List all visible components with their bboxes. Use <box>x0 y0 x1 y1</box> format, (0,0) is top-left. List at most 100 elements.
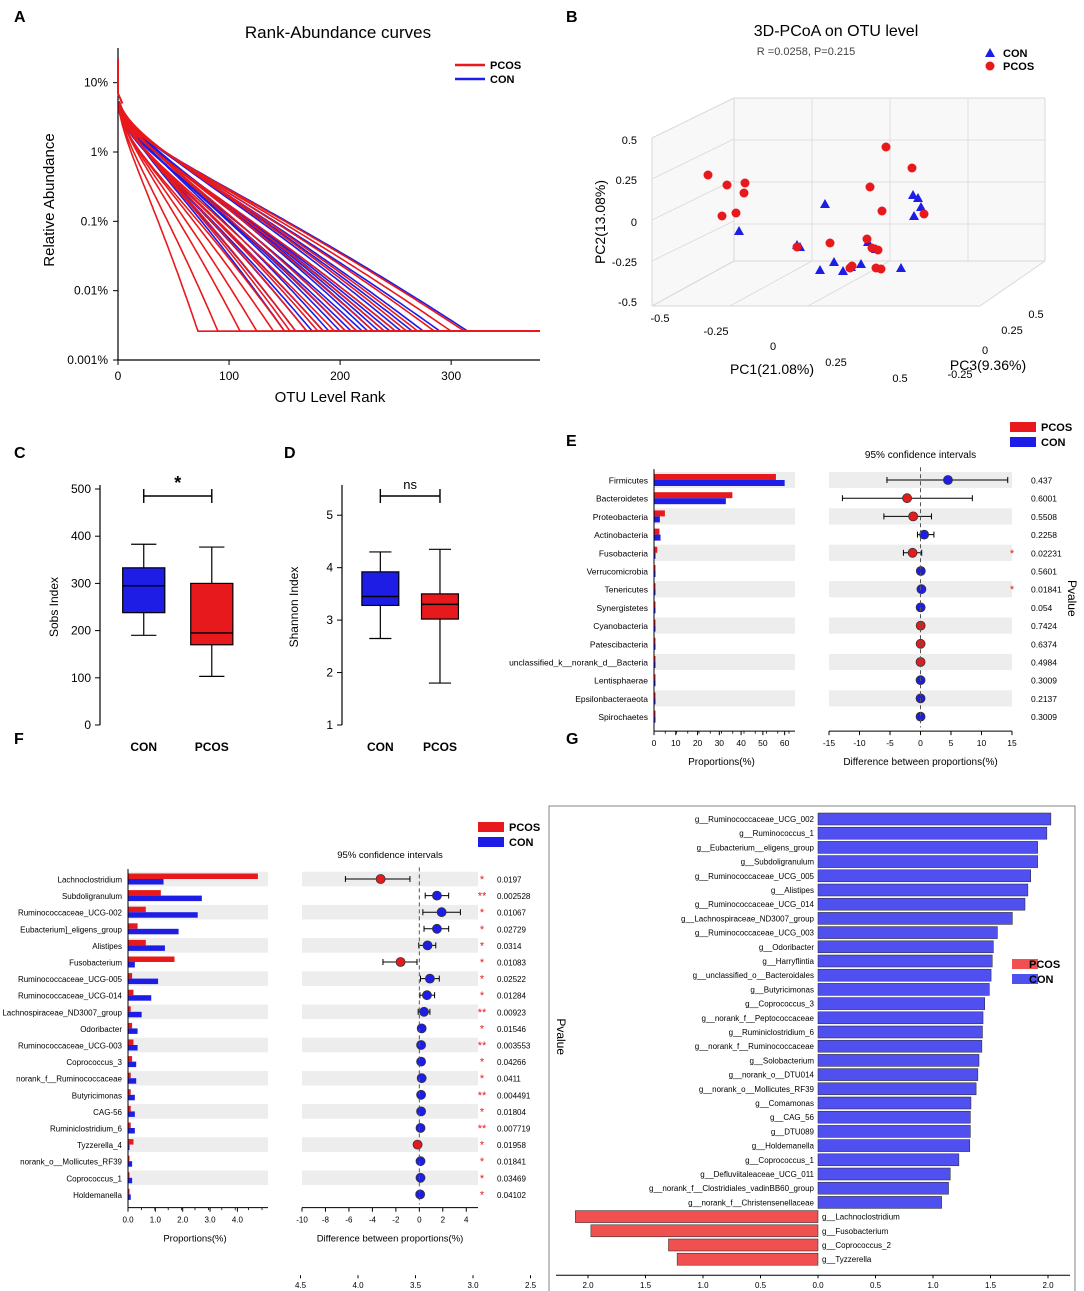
panel-a-curve-head <box>117 58 124 104</box>
panel-f-diff-dot <box>412 1139 423 1150</box>
panel-b-y-label: PC2(13.08%) <box>592 180 608 264</box>
panel-g-legend-label-pcos: PCOS <box>1029 959 1060 971</box>
panel-b-grid-line <box>729 260 813 307</box>
panel-f-prop-tick-label: 4.0 <box>232 1216 244 1225</box>
panel-f-prop-tick-label: 1.0 <box>150 1216 162 1225</box>
panel-b-point-con <box>829 257 839 266</box>
panel-f-bar-con <box>128 879 164 885</box>
panel-g-x-tick-label: 3.5 <box>410 1281 422 1290</box>
panel-f-prop-label: Proportions(%) <box>163 1234 226 1245</box>
panel-letter-f: F <box>14 731 24 748</box>
panel-a-x-tick-label: 300 <box>441 369 461 383</box>
panel-e-diff-tick-label: -10 <box>853 738 866 748</box>
panel-b-point-con <box>913 193 923 202</box>
panel-f-significance-star: * <box>480 940 485 952</box>
panel-f-pvalue: 0.04102 <box>497 1191 526 1200</box>
panel-f-ci-title: 95% confidence intervals <box>337 850 443 861</box>
panel-f-pvalue: 0.01958 <box>497 1141 526 1150</box>
panel-f-significance-star: * <box>480 1156 485 1168</box>
panel-b-grid-edge <box>651 97 735 139</box>
panel-f-significance-star: ** <box>478 1123 487 1135</box>
panel-f-pvalue: 0.01804 <box>497 1108 526 1117</box>
panel-c-y-tick-label: 500 <box>71 482 91 496</box>
panel-f-row-stripe <box>128 1004 268 1020</box>
panel-e-diff-tick-label: 0 <box>918 738 923 748</box>
panel-f-diff-dot <box>416 1089 426 1100</box>
panel-a-y-tick-label: 0.1% <box>81 214 109 228</box>
panel-f-significance-star: * <box>480 974 485 986</box>
panel-a-con-curve <box>118 105 540 333</box>
panel-a-pcos-curve <box>118 110 540 333</box>
panel-f-diff-dot <box>416 1040 426 1050</box>
panel-f-bar-con <box>128 1128 135 1134</box>
panel-e-category-label: unclassified_k__norank_d__Bacteria <box>509 658 648 668</box>
panel-g-bar-pcos <box>575 1210 819 1223</box>
panel-a-pcos-curve <box>118 105 540 333</box>
panel-e-pvalue: 0.6374 <box>1031 639 1057 649</box>
panel-f-diff-tick-label: -6 <box>345 1216 353 1225</box>
panel-g-bar-pcos <box>668 1238 819 1252</box>
panel-g-bar-con <box>817 1167 951 1181</box>
panel-a-y-tick-label: 0.001% <box>67 353 108 367</box>
panel-f-bar-pcos <box>128 973 133 979</box>
panel-d-box-con <box>361 571 400 607</box>
panel-g-bar-con <box>817 1153 960 1167</box>
panel-e-legend-label-pcos: PCOS <box>1041 422 1072 434</box>
panel-e-diff-tick-label: 5 <box>949 738 954 748</box>
panel-g-x-tick-label: 2.0 <box>1042 1281 1054 1290</box>
panel-f-pvalue: 0.01067 <box>497 909 526 918</box>
panel-b-point-con <box>909 211 919 220</box>
panel-f-diff-dot <box>415 1172 426 1183</box>
panel-g-label-con: g__norank_o__DTU014 <box>729 1071 815 1080</box>
panel-d-significance: ns <box>403 477 417 492</box>
panel-a-con-curve <box>118 109 540 333</box>
panel-f-diff-label: Difference between proportions(%) <box>317 1234 464 1245</box>
panel-e-bar-pcos <box>654 656 656 662</box>
panel-f-pvalue: 0.007719 <box>497 1125 531 1134</box>
panel-g-legend-swatch-pcos <box>1012 959 1038 969</box>
panel-e-significance-star: * <box>1010 584 1015 596</box>
panel-e-pvalue: 0.5508 <box>1031 512 1057 522</box>
panel-e-ci-title: 95% confidence intervals <box>865 450 976 461</box>
panel-f-category-label: Eubacterium]_eligens_group <box>20 925 122 934</box>
panel-e-bar-pcos <box>654 474 776 480</box>
panel-c-y-tick-label: 300 <box>71 576 91 590</box>
panel-f-pvalue: 0.04266 <box>497 1058 526 1067</box>
panel-e-pvalue: 0.4984 <box>1031 658 1057 668</box>
panel-f-bar-con <box>128 1028 138 1034</box>
panel-f-diff-tick-label: 2 <box>441 1216 446 1225</box>
panel-b-pc3-tick-label: 0.25 <box>1001 325 1022 337</box>
panel-f-diff-tick-label: -8 <box>322 1216 330 1225</box>
panel-a-con-curve <box>118 105 540 333</box>
panel-a-y-tick-label: 0.01% <box>74 284 108 298</box>
panel-e-category-label: Patescibacteria <box>590 639 648 649</box>
panel-f-bar-pcos <box>128 1139 134 1145</box>
panel-d-y-label: Shannon Index <box>287 567 301 648</box>
panel-g-x-tick-label: 4.5 <box>295 1281 307 1290</box>
panel-e-bar-con <box>654 662 656 668</box>
panel-e-diff-label: Difference between proportions(%) <box>843 757 997 768</box>
panel-e-category-label: Synergistetes <box>597 603 649 613</box>
panel-f-row-stripe <box>302 1004 478 1020</box>
panel-a-con-curve <box>118 107 540 333</box>
panel-b-grid-line <box>651 260 735 307</box>
panel-a-con-curve <box>118 108 540 333</box>
panel-g-label-con: g__Odoribacter <box>759 943 814 952</box>
panel-e-bar-con <box>654 480 785 486</box>
panel-b-point-con <box>896 263 906 272</box>
panel-f-bar-con <box>128 912 198 918</box>
panel-e-prop-tick-label: 30 <box>715 738 725 748</box>
panel-f-category-label: Subdoligranulum <box>62 892 122 901</box>
panel-f-diff-dot <box>432 923 442 934</box>
panel-g-bar-con <box>817 869 1031 883</box>
panel-f-row-stripe <box>128 1037 268 1053</box>
panel-f-prop-tick-label: 2.0 <box>177 1216 189 1225</box>
panel-letter-g: G <box>566 731 578 748</box>
panel-f-diff-dot <box>415 1123 426 1133</box>
panel-g-label-con: g__Lachnospiraceae_ND3007_group <box>681 914 815 923</box>
panel-f-bar-con <box>128 945 165 951</box>
panel-e-pvalue: 0.5601 <box>1031 567 1057 577</box>
panel-f-bar-con <box>128 1061 137 1068</box>
panel-g-label-con: g__norank_f__Christensenellaceae <box>688 1198 814 1207</box>
panel-f-bar-con <box>128 895 202 902</box>
